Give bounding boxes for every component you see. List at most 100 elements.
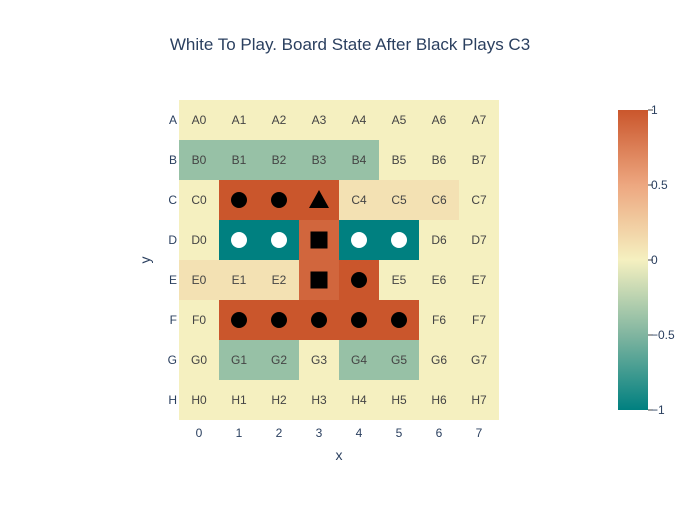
stone-square-marker — [310, 231, 328, 249]
x-axis-ticks: 0 1 2 3 4 5 6 7 — [196, 426, 483, 440]
heatmap-cell-A4 — [339, 100, 379, 140]
stone-circle-marker — [311, 312, 327, 328]
y-tick-label: E — [169, 273, 177, 287]
y-tick-label: D — [168, 233, 177, 247]
heatmap-cell-G5 — [379, 340, 419, 380]
y-axis-ticks: A B C D E F G H — [168, 113, 178, 407]
heatmap-cell-B3 — [299, 140, 339, 180]
heatmap-cell-A5 — [379, 100, 419, 140]
stone-circle-marker — [271, 232, 287, 248]
x-tick-label: 0 — [196, 426, 203, 440]
heatmap-cell-H0 — [179, 380, 219, 420]
colorbar-tick-label: 1 — [651, 103, 658, 117]
cell-label: G4 — [351, 353, 367, 367]
cell-label: D6 — [431, 233, 447, 247]
cell-label: B1 — [232, 153, 247, 167]
heatmap-cells — [179, 100, 499, 420]
heatmap-cell-B4 — [339, 140, 379, 180]
cell-label: F6 — [432, 313, 446, 327]
cell-label: H2 — [271, 393, 287, 407]
heatmap-cell-G6 — [419, 340, 459, 380]
heatmap-cell-A0 — [179, 100, 219, 140]
stone-circle-marker — [351, 232, 367, 248]
stone-circle-marker — [271, 312, 287, 328]
heatmap-cell-F0 — [179, 300, 219, 340]
heatmap-cell-E6 — [419, 260, 459, 300]
cell-label: B4 — [352, 153, 367, 167]
cell-label: C4 — [351, 193, 367, 207]
cell-label: F7 — [472, 313, 486, 327]
cell-label: D0 — [191, 233, 207, 247]
x-axis-title: x — [336, 447, 343, 463]
stone-triangle-marker — [309, 190, 329, 208]
cell-label: E0 — [192, 273, 207, 287]
cell-label: C0 — [191, 193, 207, 207]
colorbar-tick-label: 0.5 — [651, 178, 668, 192]
x-tick-label: 2 — [276, 426, 283, 440]
colorbar-tick-label: −0.5 — [651, 328, 675, 342]
heatmap-cell-H7 — [459, 380, 499, 420]
heatmap-cell-H3 — [299, 380, 339, 420]
cell-label: H4 — [351, 393, 367, 407]
y-axis-title: y — [137, 257, 153, 264]
cell-label: H5 — [391, 393, 407, 407]
cell-label: A3 — [312, 113, 327, 127]
cell-label: A1 — [232, 113, 247, 127]
cell-label: H1 — [231, 393, 247, 407]
heatmap-cell-G2 — [259, 340, 299, 380]
heatmap-cell-A1 — [219, 100, 259, 140]
chart-title: White To Play. Board State After Black P… — [170, 35, 530, 54]
stone-circle-marker — [231, 232, 247, 248]
cell-label: E5 — [392, 273, 407, 287]
heatmap-cell-G3 — [299, 340, 339, 380]
heatmap-cell-D0 — [179, 220, 219, 260]
y-tick-label: H — [168, 393, 177, 407]
y-tick-label: G — [168, 353, 177, 367]
cell-label: B7 — [472, 153, 487, 167]
cell-label: G7 — [471, 353, 487, 367]
heatmap-cell-B7 — [459, 140, 499, 180]
heatmap-cell-H1 — [219, 380, 259, 420]
cell-label: B3 — [312, 153, 327, 167]
stone-circle-marker — [231, 192, 247, 208]
stone-square-marker — [310, 271, 328, 289]
heatmap-cell-A2 — [259, 100, 299, 140]
heatmap-cell-H4 — [339, 380, 379, 420]
heatmap-cell-D7 — [459, 220, 499, 260]
cell-label: C7 — [471, 193, 487, 207]
heatmap-cell-B2 — [259, 140, 299, 180]
heatmap-cell-E5 — [379, 260, 419, 300]
cell-label: E2 — [272, 273, 287, 287]
stone-circle-marker — [391, 232, 407, 248]
stone-circle-marker — [351, 272, 367, 288]
x-tick-label: 1 — [236, 426, 243, 440]
cell-label: D7 — [471, 233, 487, 247]
cell-label: G5 — [391, 353, 407, 367]
stone-circle-marker — [351, 312, 367, 328]
cell-label: C6 — [431, 193, 447, 207]
stone-circle-marker — [391, 312, 407, 328]
heatmap-cell-B5 — [379, 140, 419, 180]
cell-label: E1 — [232, 273, 247, 287]
heatmap-cell-F7 — [459, 300, 499, 340]
cell-label: A4 — [352, 113, 367, 127]
cell-label: G1 — [231, 353, 247, 367]
heatmap-cell-G0 — [179, 340, 219, 380]
heatmap-cell-E0 — [179, 260, 219, 300]
y-tick-label: A — [169, 113, 177, 127]
cell-labels: A0 A1 A2 A3 A4 A5 A6 A7 B0 B1 B2 B3 B4 B5 B6 B7 C0 C4 C5 C6… — [191, 113, 487, 407]
heatmap-cell-H6 — [419, 380, 459, 420]
heatmap-cell-D6 — [419, 220, 459, 260]
heatmap-cell-G1 — [219, 340, 259, 380]
heatmap-cell-A6 — [419, 100, 459, 140]
cell-label: B6 — [432, 153, 447, 167]
cell-label: F0 — [192, 313, 206, 327]
cell-label: G2 — [271, 353, 287, 367]
cell-label: A0 — [192, 113, 207, 127]
heatmap-cell-G4 — [339, 340, 379, 380]
stone-markers — [231, 190, 407, 328]
x-tick-label: 4 — [356, 426, 363, 440]
heatmap-cell-C5 — [379, 180, 419, 220]
